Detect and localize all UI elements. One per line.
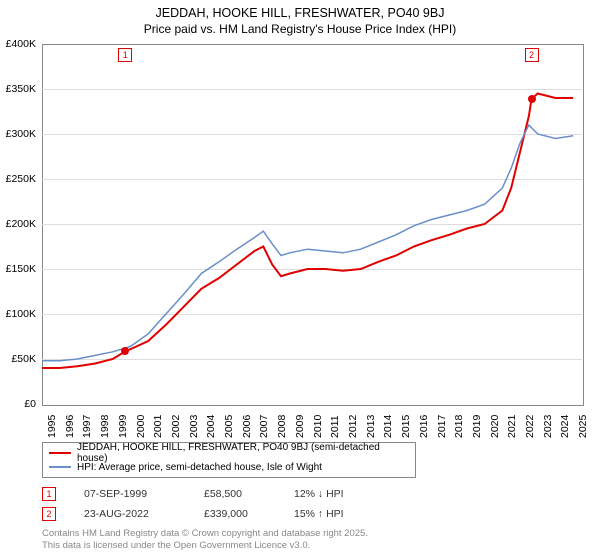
marker-label: 1 — [118, 48, 132, 62]
x-tick-label: 1997 — [81, 415, 93, 438]
x-tick-label: 2016 — [418, 415, 430, 438]
series-hpi — [42, 125, 573, 361]
x-tick-label: 2012 — [347, 415, 359, 438]
y-tick-label: £400K — [0, 38, 36, 50]
y-tick-label: £250K — [0, 173, 36, 185]
x-tick-label: 2011 — [329, 415, 341, 438]
x-tick-label: 2000 — [135, 415, 147, 438]
series-price_paid — [42, 94, 573, 369]
x-tick-label: 2024 — [559, 415, 571, 438]
x-tick-label: 2018 — [453, 415, 465, 438]
x-tick-label: 1995 — [46, 415, 58, 438]
marker-dot — [528, 95, 536, 103]
footer-line-2: This data is licensed under the Open Gov… — [42, 540, 368, 552]
legend-swatch — [49, 466, 71, 468]
legend-label: HPI: Average price, semi-detached house,… — [77, 462, 322, 473]
x-tick-label: 1999 — [117, 415, 129, 438]
annotation-price: £339,000 — [204, 508, 294, 520]
x-tick-label: 2002 — [170, 415, 182, 438]
chart-area: £0£50K£100K£150K£200K£250K£300K£350K£400… — [42, 44, 582, 404]
x-tick-label: 2021 — [506, 415, 518, 438]
title-block: JEDDAH, HOOKE HILL, FRESHWATER, PO40 9BJ… — [0, 0, 600, 36]
chart-container: JEDDAH, HOOKE HILL, FRESHWATER, PO40 9BJ… — [0, 0, 600, 560]
annotation-number: 2 — [42, 507, 56, 521]
x-tick-label: 2022 — [524, 415, 536, 438]
marker-label: 2 — [525, 48, 539, 62]
x-tick-label: 1998 — [99, 415, 111, 438]
annotation-row: 1 07-SEP-1999£58,50012% ↓ HPI — [42, 484, 404, 504]
y-tick-label: £350K — [0, 83, 36, 95]
y-tick-label: £100K — [0, 308, 36, 320]
x-tick-label: 2009 — [294, 415, 306, 438]
x-tick-label: 2025 — [577, 415, 589, 438]
annotation-row: 2 23-AUG-2022£339,00015% ↑ HPI — [42, 504, 404, 524]
marker-dot — [121, 347, 129, 355]
y-tick-label: £200K — [0, 218, 36, 230]
x-tick-label: 2003 — [188, 415, 200, 438]
x-tick-label: 1996 — [64, 415, 76, 438]
legend: JEDDAH, HOOKE HILL, FRESHWATER, PO40 9BJ… — [42, 442, 416, 478]
x-tick-label: 2001 — [152, 415, 164, 438]
annotation-date: 07-SEP-1999 — [84, 488, 204, 500]
x-tick-label: 2004 — [205, 415, 217, 438]
x-tick-label: 2014 — [382, 415, 394, 438]
x-tick-label: 2010 — [312, 415, 324, 438]
legend-swatch — [49, 452, 71, 454]
annotation-pct: 12% ↓ HPI — [294, 488, 404, 500]
footer: Contains HM Land Registry data © Crown c… — [42, 528, 368, 552]
x-tick-label: 2007 — [258, 415, 270, 438]
annotation-price: £58,500 — [204, 488, 294, 500]
annotation-number: 1 — [42, 487, 56, 501]
y-tick-label: £150K — [0, 263, 36, 275]
chart-title: JEDDAH, HOOKE HILL, FRESHWATER, PO40 9BJ — [0, 6, 600, 20]
x-tick-label: 2020 — [489, 415, 501, 438]
x-tick-label: 2017 — [436, 415, 448, 438]
x-tick-label: 2023 — [542, 415, 554, 438]
x-tick-label: 2005 — [223, 415, 235, 438]
x-tick-label: 2006 — [241, 415, 253, 438]
x-tick-label: 2008 — [276, 415, 288, 438]
annotation-pct: 15% ↑ HPI — [294, 508, 404, 520]
y-tick-label: £50K — [0, 353, 36, 365]
legend-item: JEDDAH, HOOKE HILL, FRESHWATER, PO40 9BJ… — [49, 446, 409, 460]
y-tick-label: £0 — [0, 398, 36, 410]
x-tick-label: 2019 — [471, 415, 483, 438]
annotation-table: 1 07-SEP-1999£58,50012% ↓ HPI 2 23-AUG-2022… — [42, 484, 404, 524]
chart-subtitle: Price paid vs. HM Land Registry's House … — [0, 22, 600, 36]
y-tick-label: £300K — [0, 128, 36, 140]
x-tick-label: 2013 — [365, 415, 377, 438]
annotation-date: 23-AUG-2022 — [84, 508, 204, 520]
x-tick-label: 2015 — [400, 415, 412, 438]
footer-line-1: Contains HM Land Registry data © Crown c… — [42, 528, 368, 540]
